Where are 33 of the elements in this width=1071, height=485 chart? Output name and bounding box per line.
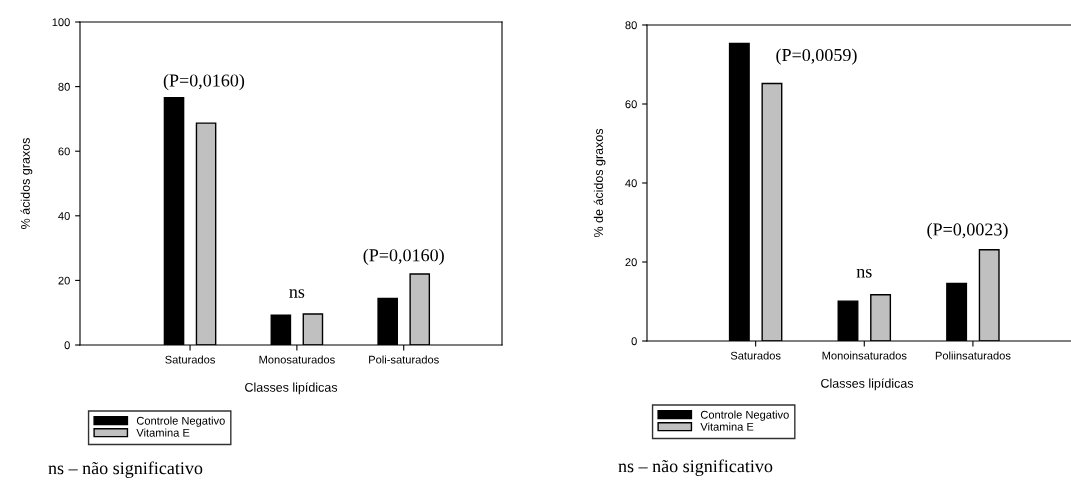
y-tick-label: 60 bbox=[58, 147, 70, 156]
text: ns – não significativo bbox=[618, 459, 773, 476]
text: ns – não significativo bbox=[48, 461, 203, 478]
legend-label: Controle Negativo bbox=[700, 410, 789, 421]
y-tick-label: 20 bbox=[625, 258, 637, 267]
x-tick-label: Poli-saturados bbox=[369, 355, 439, 364]
annotation: (P=0,0160) bbox=[163, 73, 245, 91]
annotation: (P=0,0023) bbox=[927, 222, 1008, 240]
x-axis-title: Classes lipídicas bbox=[245, 382, 338, 395]
y-tick-label: 100 bbox=[52, 18, 70, 27]
x-tick-label: Poliinsaturados bbox=[935, 351, 1011, 360]
annotation: (P=0,0160) bbox=[363, 248, 444, 266]
y-tick-label: 0 bbox=[64, 341, 70, 350]
y-tick-label: 20 bbox=[58, 276, 70, 285]
x-tick-label: Monoinsaturados bbox=[822, 351, 907, 360]
y-axis-title: % de ácidos graxos bbox=[593, 128, 606, 238]
annotation: (P=0,0059) bbox=[776, 48, 857, 65]
legend-label: Controle Negativo bbox=[136, 416, 225, 427]
y-axis-title: % ácidos graxos bbox=[20, 138, 33, 229]
legend-label: Vitamina E bbox=[136, 428, 190, 437]
annotation: ns bbox=[856, 268, 872, 278]
legend-label: Vitamina E bbox=[700, 422, 754, 431]
x-axis-title: Classes lipídicas bbox=[821, 378, 914, 391]
x-tick-label: Monosaturados bbox=[259, 355, 335, 364]
y-tick-label: 40 bbox=[58, 212, 70, 220]
y-tick-label: 80 bbox=[625, 21, 637, 30]
annotation: ns bbox=[289, 289, 305, 298]
y-tick-label: 40 bbox=[625, 179, 637, 188]
y-tick-label: 80 bbox=[58, 82, 70, 91]
x-tick-label: Saturados bbox=[730, 351, 781, 360]
x-tick-label: Saturados bbox=[165, 355, 215, 364]
y-tick-label: 0 bbox=[631, 337, 637, 346]
y-tick-label: 60 bbox=[625, 100, 637, 109]
